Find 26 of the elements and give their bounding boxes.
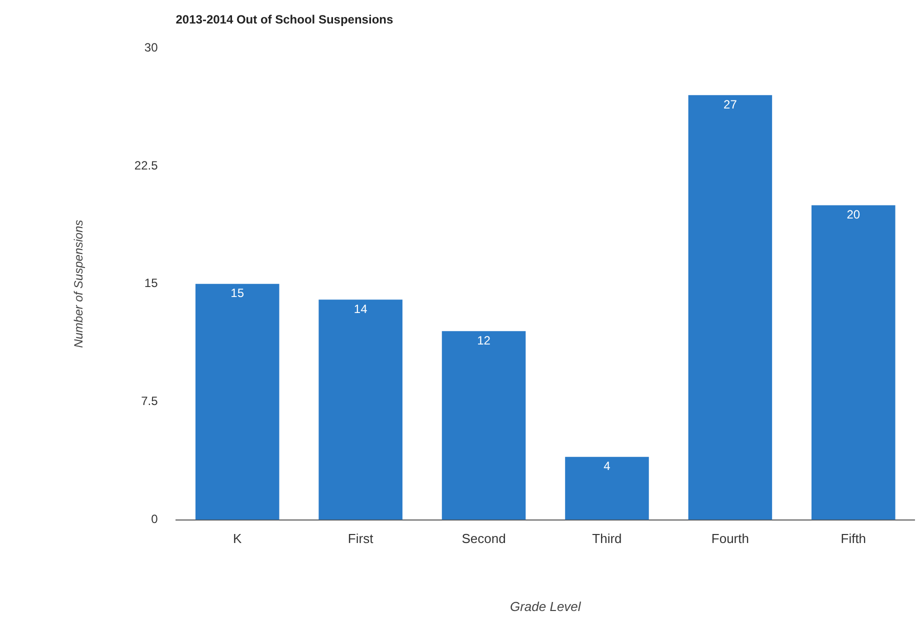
data-label: 15	[230, 286, 244, 300]
x-tick-label: Fifth	[840, 531, 866, 546]
data-label: 4	[604, 459, 611, 474]
data-label: 20	[846, 208, 860, 222]
data-label: 14	[354, 302, 368, 316]
y-tick-label: 15	[144, 276, 158, 290]
bar	[688, 95, 772, 520]
x-tick-label: K	[233, 531, 242, 546]
bar	[442, 331, 526, 520]
y-tick-label: 30	[144, 40, 158, 54]
bar	[812, 205, 896, 520]
bar	[195, 284, 280, 520]
data-label: 12	[477, 333, 491, 348]
data-label: 27	[724, 97, 738, 112]
x-tick-label: Second	[462, 531, 506, 546]
x-tick-label: Third	[592, 531, 622, 546]
x-axis-title: Grade Level	[510, 598, 582, 614]
bar	[318, 300, 402, 520]
y-tick-label: 0	[151, 512, 158, 526]
y-tick-label: 7.5	[141, 394, 158, 408]
x-tick-label: Fourth	[711, 531, 749, 546]
bar	[565, 456, 649, 520]
x-tick-label: First	[348, 531, 374, 546]
y-tick-label: 22.5	[134, 158, 158, 172]
y-axis-title: Number of Suspensions	[72, 220, 86, 348]
chart-title: 2013-2014 Out of School Suspensions	[176, 12, 394, 26]
